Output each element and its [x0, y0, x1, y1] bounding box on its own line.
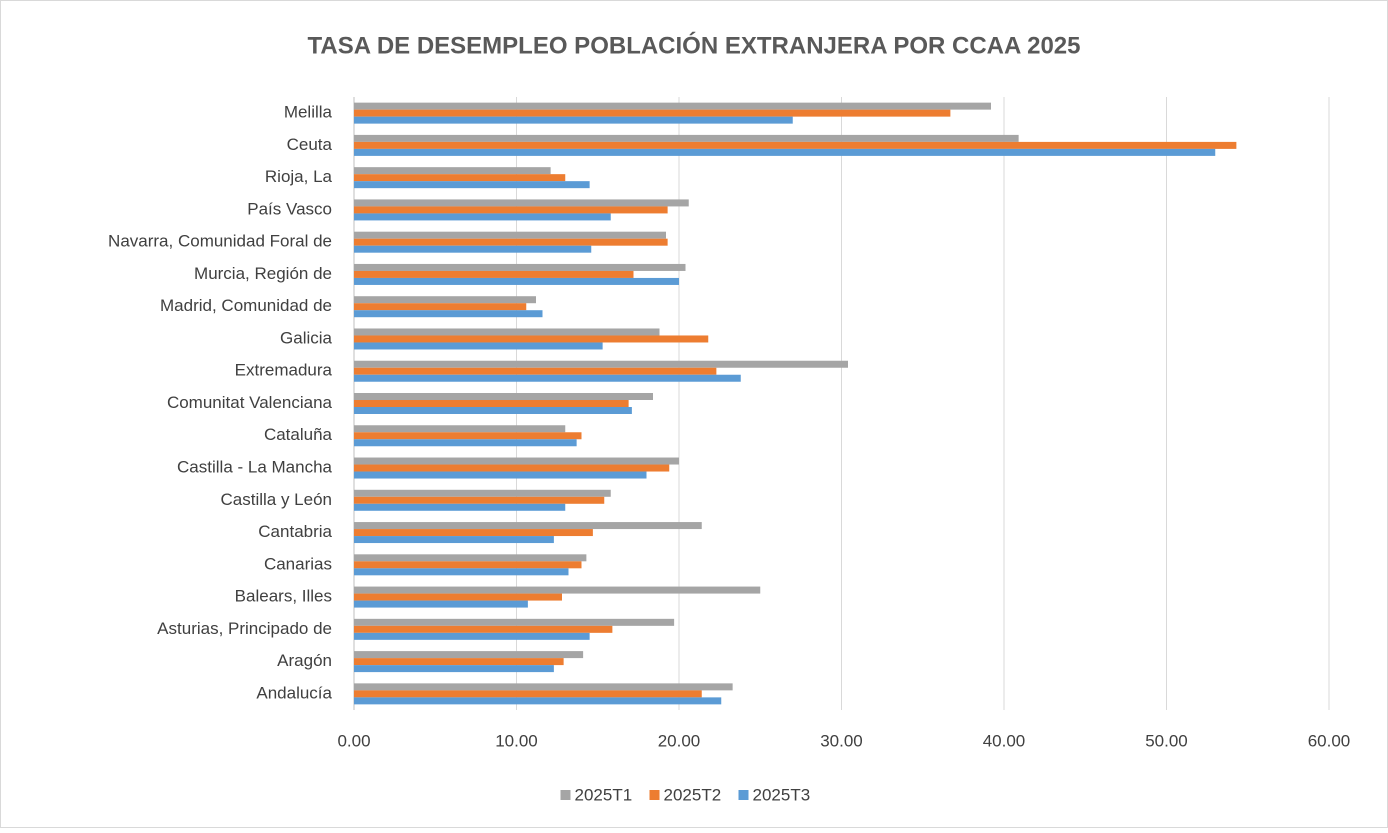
bar: [354, 360, 848, 368]
bar: [354, 651, 584, 659]
y-tick-label: Murcia, Región de: [194, 264, 332, 283]
bar: [354, 536, 554, 544]
bar: [354, 277, 679, 285]
bar: [354, 432, 582, 440]
bar: [354, 439, 577, 447]
bar: [354, 407, 632, 414]
bar: [354, 335, 709, 343]
bar: [354, 141, 1237, 149]
x-tick-label: 0.00: [337, 731, 370, 750]
bar: [354, 522, 702, 530]
bar: [354, 697, 722, 705]
legend-label: 2025T1: [575, 785, 633, 804]
y-tick-label: Castilla - La Mancha: [177, 458, 333, 477]
bar: [354, 270, 634, 278]
y-tick-label: Comunitat Valenciana: [167, 393, 333, 412]
y-tick-label: Cantabria: [258, 522, 332, 541]
legend-swatch: [649, 790, 660, 800]
bar: [354, 231, 666, 239]
y-tick-label: Rioja, La: [265, 167, 333, 186]
bar: [354, 238, 668, 246]
bar: [354, 174, 566, 182]
bar: [354, 464, 670, 472]
y-tick-label: Navarra, Comunidad Foral de: [108, 232, 332, 251]
bar: [354, 400, 629, 407]
bar: [354, 116, 793, 124]
bar: [354, 503, 566, 511]
legend-swatch: [738, 790, 749, 800]
bar: [354, 181, 590, 189]
bar: [354, 310, 543, 318]
y-tick-label: Balears, Illes: [235, 587, 332, 606]
bar: [354, 568, 569, 576]
y-tick-label: Castilla y León: [220, 490, 332, 509]
bar: [354, 342, 603, 350]
bar: [354, 625, 613, 633]
legend-swatch: [560, 790, 571, 800]
bar: [354, 102, 991, 110]
x-tick-label: 60.00: [1308, 731, 1351, 750]
bar: [354, 561, 582, 569]
y-tick-label: Canarias: [264, 554, 332, 573]
bar: [354, 213, 611, 221]
x-tick-label: 10.00: [495, 731, 538, 750]
bar: [354, 425, 566, 433]
bar: [354, 263, 686, 271]
x-tick-label: 50.00: [1145, 731, 1188, 750]
x-tick-label: 40.00: [983, 731, 1026, 750]
y-tick-label: País Vasco: [247, 199, 332, 218]
bar: [354, 665, 554, 673]
bar: [354, 600, 528, 608]
legend-label: 2025T2: [664, 785, 722, 804]
bar: [354, 134, 1019, 142]
bar: [354, 328, 660, 336]
x-tick-label: 20.00: [658, 731, 701, 750]
y-tick-label: Cataluña: [264, 425, 333, 444]
bar: [354, 554, 587, 562]
bar: [354, 618, 675, 626]
y-tick-label: Extremadura: [235, 361, 333, 380]
y-tick-label: Madrid, Comunidad de: [160, 296, 332, 315]
bar: [354, 632, 590, 640]
bar: [354, 109, 951, 117]
bar: [354, 457, 679, 465]
bar: [354, 206, 668, 214]
bar: [354, 586, 761, 594]
bar: [354, 199, 689, 207]
bar: [354, 167, 551, 175]
bar: [354, 658, 564, 666]
bar: [354, 489, 611, 497]
chart-title: TASA DE DESEMPLEO POBLACIÓN EXTRANJERA P…: [307, 31, 1080, 59]
bar: [354, 148, 1216, 156]
y-tick-label: Melilla: [284, 103, 333, 122]
bar: [354, 393, 653, 400]
bar: [354, 471, 647, 479]
bar: [354, 303, 527, 311]
y-tick-label: Galicia: [280, 328, 333, 347]
bar: [354, 245, 592, 253]
bar: [354, 690, 702, 698]
bar: [354, 683, 733, 691]
bar: [354, 296, 536, 304]
bar: [354, 374, 741, 382]
bar: [354, 529, 593, 537]
bar: [354, 496, 605, 504]
x-tick-label: 30.00: [820, 731, 863, 750]
y-tick-label: Asturias, Principado de: [157, 619, 332, 638]
bar: [354, 593, 562, 601]
y-tick-label: Andalucía: [256, 683, 332, 702]
bar: [354, 367, 717, 375]
y-tick-label: Ceuta: [287, 135, 333, 154]
legend-label: 2025T3: [753, 785, 811, 804]
y-tick-label: Aragón: [277, 651, 332, 670]
